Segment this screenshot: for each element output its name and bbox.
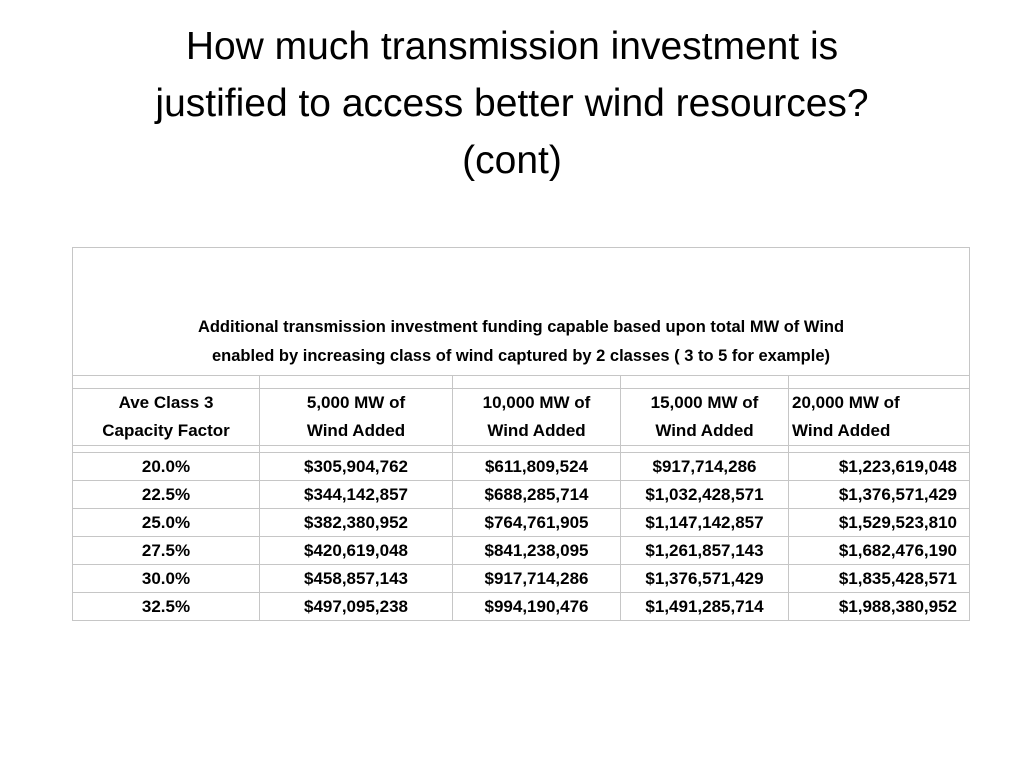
header-capacity-factor: Ave Class 3 Capacity Factor xyxy=(72,388,260,446)
capacity-factor-cell: 20.0% xyxy=(72,452,260,481)
table-header-row: Ave Class 3 Capacity Factor 5,000 MW of … xyxy=(72,388,970,446)
table-row: 30.0% $458,857,143 $917,714,286 $1,376,5… xyxy=(72,564,970,593)
value-cell: $382,380,952 xyxy=(259,508,453,537)
empty-cell xyxy=(72,445,260,453)
empty-cell xyxy=(452,445,621,453)
capacity-factor-cell: 27.5% xyxy=(72,536,260,565)
value-cell: $420,619,048 xyxy=(259,536,453,565)
slide-title: How much transmission investment is just… xyxy=(40,18,984,189)
slide-title-line: justified to access better wind resource… xyxy=(155,82,869,125)
value-cell: $497,095,238 xyxy=(259,592,453,621)
value-cell: $1,376,571,429 xyxy=(788,480,970,509)
header-line: Wind Added xyxy=(306,421,406,440)
header-5000-mw: 5,000 MW of Wind Added xyxy=(259,388,453,446)
spacer-row xyxy=(72,445,970,453)
capacity-factor-cell: 25.0% xyxy=(72,508,260,537)
value-cell: $305,904,762 xyxy=(259,452,453,481)
header-line: Wind Added xyxy=(487,421,586,440)
header-10000-mw: 10,000 MW of Wind Added xyxy=(452,388,621,446)
table-caption-line: Additional transmission investment fundi… xyxy=(197,318,845,336)
empty-cell xyxy=(259,445,453,453)
header-line: Capacity Factor xyxy=(102,421,230,440)
header-line: 10,000 MW of xyxy=(482,393,591,412)
table-caption: Additional transmission investment fundi… xyxy=(72,247,970,376)
value-cell: $688,285,714 xyxy=(452,480,621,509)
slide-title-line: How much transmission investment is xyxy=(185,25,839,68)
table-row: 32.5% $497,095,238 $994,190,476 $1,491,2… xyxy=(72,592,970,621)
capacity-factor-cell: 22.5% xyxy=(72,480,260,509)
header-line: Wind Added xyxy=(655,421,754,440)
value-cell: $1,491,285,714 xyxy=(620,592,789,621)
value-cell: $611,809,524 xyxy=(452,452,621,481)
value-cell: $1,261,857,143 xyxy=(620,536,789,565)
value-cell: $1,147,142,857 xyxy=(620,508,789,537)
spacer-row xyxy=(72,375,970,389)
header-line: 20,000 MW of xyxy=(792,393,900,412)
slide-title-line: (cont) xyxy=(462,139,562,182)
empty-cell xyxy=(259,375,453,389)
investment-table: Additional transmission investment fundi… xyxy=(72,247,970,621)
value-cell: $764,761,905 xyxy=(452,508,621,537)
table-row: 20.0% $305,904,762 $611,809,524 $917,714… xyxy=(72,452,970,481)
empty-cell xyxy=(788,445,970,453)
header-15000-mw: 15,000 MW of Wind Added xyxy=(620,388,789,446)
empty-cell xyxy=(452,375,621,389)
value-cell: $1,032,428,571 xyxy=(620,480,789,509)
empty-cell xyxy=(72,375,260,389)
table-row: 27.5% $420,619,048 $841,238,095 $1,261,8… xyxy=(72,536,970,565)
empty-cell xyxy=(620,445,789,453)
spreadsheet-table: Additional transmission investment fundi… xyxy=(72,247,970,621)
value-cell: $458,857,143 xyxy=(259,564,453,593)
value-cell: $1,682,476,190 xyxy=(788,536,970,565)
empty-cell xyxy=(620,375,789,389)
value-cell: $1,835,428,571 xyxy=(788,564,970,593)
table-caption-row: Additional transmission investment fundi… xyxy=(72,247,970,376)
value-cell: $994,190,476 xyxy=(452,592,621,621)
header-line: Wind Added xyxy=(792,421,891,440)
empty-cell xyxy=(788,375,970,389)
capacity-factor-cell: 30.0% xyxy=(72,564,260,593)
value-cell: $917,714,286 xyxy=(452,564,621,593)
header-line: 15,000 MW of xyxy=(650,393,759,412)
value-cell: $841,238,095 xyxy=(452,536,621,565)
table-row: 25.0% $382,380,952 $764,761,905 $1,147,1… xyxy=(72,508,970,537)
capacity-factor-cell: 32.5% xyxy=(72,592,260,621)
value-cell: $344,142,857 xyxy=(259,480,453,509)
value-cell: $1,223,619,048 xyxy=(788,452,970,481)
value-cell: $1,988,380,952 xyxy=(788,592,970,621)
value-cell: $1,529,523,810 xyxy=(788,508,970,537)
table-row: 22.5% $344,142,857 $688,285,714 $1,032,4… xyxy=(72,480,970,509)
header-line: 5,000 MW of xyxy=(306,393,406,412)
header-20000-mw: 20,000 MW of Wind Added xyxy=(788,388,970,446)
value-cell: $917,714,286 xyxy=(620,452,789,481)
table-caption-line: enabled by increasing class of wind capt… xyxy=(211,347,831,365)
header-line: Ave Class 3 xyxy=(118,393,214,412)
value-cell: $1,376,571,429 xyxy=(620,564,789,593)
